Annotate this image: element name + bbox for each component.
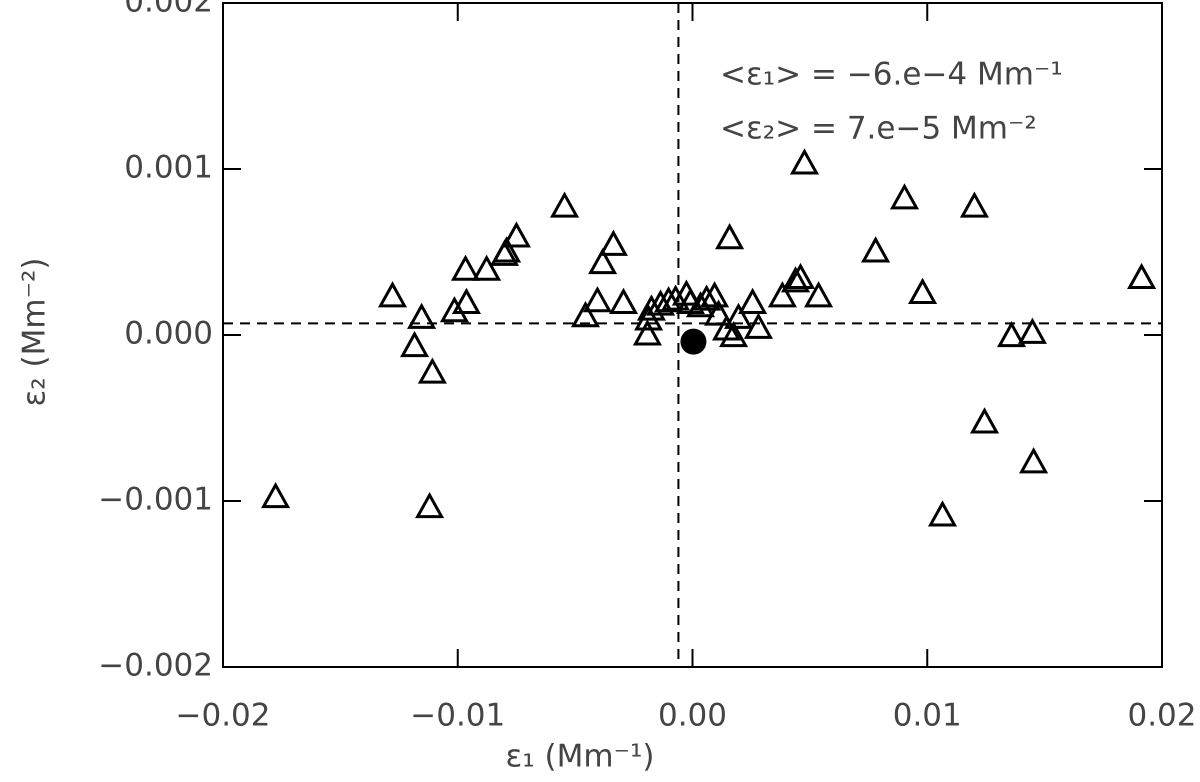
- triangle-marker: [785, 262, 816, 290]
- triangle-marker: [400, 330, 430, 358]
- triangle-marker: [450, 254, 481, 281]
- triangle-marker: [1127, 262, 1157, 290]
- triangle-marker: [743, 312, 774, 339]
- triangle-marker: [377, 281, 408, 308]
- triangle-marker: [723, 302, 754, 329]
- triangle-marker: [959, 191, 989, 218]
- triangle-marker: [472, 254, 502, 281]
- triangle-marker: [415, 491, 445, 519]
- triangle-marker: [969, 407, 1000, 434]
- triangle-marker: [582, 286, 612, 313]
- triangle-marker: [704, 299, 734, 326]
- triangle-marker: [598, 229, 628, 256]
- triangle-marker: [608, 287, 639, 314]
- y-tick-label: −0.001: [98, 482, 213, 518]
- x-tick-label: 0.00: [658, 698, 727, 734]
- triangle-marker: [654, 286, 684, 313]
- triangle-marker: [261, 481, 291, 509]
- x-tick-label: 0.01: [893, 698, 962, 734]
- triangle-marker: [439, 296, 470, 323]
- triangle-marker: [692, 284, 722, 311]
- y-tick-label: 0.001: [124, 150, 213, 186]
- triangle-marker: [661, 284, 691, 311]
- x-axis-label: ε₁ (Mm⁻¹): [506, 739, 655, 775]
- y-axis-label: ε₂ (Mm⁻²): [17, 258, 53, 407]
- annotation: <ε₂> = 7.e−5 Mm⁻²: [720, 111, 1037, 147]
- triangle-marker: [570, 301, 601, 328]
- triangle-marker: [719, 320, 749, 348]
- triangle-marker: [781, 266, 811, 293]
- triangle-marker: [417, 357, 447, 384]
- highlight-marker: [680, 328, 707, 355]
- triangle-marker: [861, 236, 891, 263]
- x-tick-label: 0.02: [1127, 698, 1196, 734]
- triangle-marker: [996, 320, 1027, 348]
- triangle-marker: [407, 302, 437, 329]
- annotation: <ε₁> = −6.e−4 Mm⁻¹: [720, 57, 1063, 93]
- y-tick-label: 0.002: [124, 0, 213, 20]
- triangle-marker: [550, 191, 580, 218]
- y-tick-label: 0.000: [124, 316, 213, 352]
- x-tick-label: −0.02: [176, 698, 271, 734]
- triangle-marker: [632, 319, 662, 346]
- triangle-marker: [889, 183, 920, 210]
- triangle-marker: [492, 236, 522, 263]
- triangle-marker: [1017, 317, 1047, 344]
- y-tick-label: −0.002: [98, 648, 213, 684]
- triangle-marker: [588, 247, 618, 275]
- triangle-marker: [1019, 447, 1049, 474]
- triangle-marker: [804, 281, 834, 308]
- x-tick-label: −0.01: [410, 698, 505, 734]
- triangle-marker: [700, 281, 730, 308]
- triangle-marker: [789, 148, 820, 175]
- triangle-marker: [738, 287, 768, 314]
- triangle-marker: [451, 287, 481, 314]
- triangle-marker: [908, 277, 938, 304]
- triangle-marker: [715, 223, 745, 250]
- triangle-marker: [767, 281, 797, 308]
- triangle-marker: [501, 221, 531, 248]
- triangle-marker: [927, 500, 958, 527]
